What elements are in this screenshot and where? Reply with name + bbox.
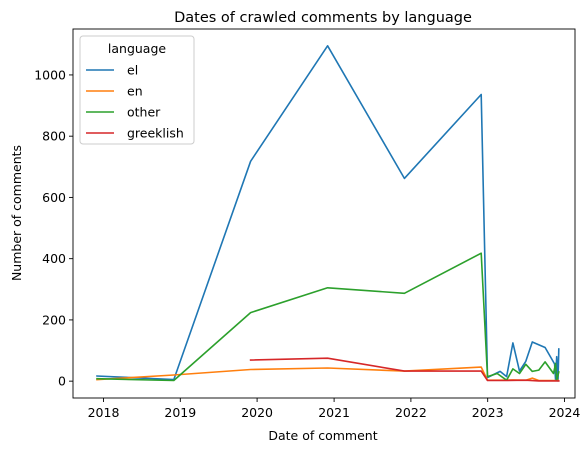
x-tick-label: 2023 <box>472 405 504 420</box>
series-layer <box>96 45 560 382</box>
y-axis: 0 200 400 600 800 1000 <box>34 67 73 389</box>
x-tick-label: 2018 <box>88 405 120 420</box>
x-tick-label: 2020 <box>241 405 273 420</box>
legend: language el en other greeklish <box>79 35 195 145</box>
y-tick-label: 800 <box>42 129 66 144</box>
series-line-greeklish <box>249 357 560 382</box>
y-tick-label: 1000 <box>34 67 66 82</box>
x-tick-label: 2019 <box>164 405 196 420</box>
x-axis: 2018 2019 2020 2021 2022 2023 2024 <box>88 398 581 420</box>
y-tick-label: 600 <box>42 190 66 205</box>
y-tick-label: 200 <box>42 312 66 327</box>
plot-frame <box>72 28 576 399</box>
series-line-other <box>96 252 560 382</box>
chart-title: Dates of crawled comments by language <box>174 10 472 26</box>
x-tick-label: 2022 <box>395 405 427 420</box>
legend-items: el en other greeklish <box>86 63 184 141</box>
legend-label-greeklish: greeklish <box>127 126 184 141</box>
legend-label-other: other <box>127 105 161 120</box>
x-tick-label: 2021 <box>318 405 350 420</box>
legend-label-en: en <box>127 84 143 99</box>
y-tick-label: 0 <box>58 374 66 389</box>
legend-title: language <box>108 41 167 56</box>
y-tick-label: 400 <box>42 251 66 266</box>
x-tick-label: 2024 <box>549 405 581 420</box>
x-axis-label: Date of comment <box>268 428 377 443</box>
legend-box <box>79 35 195 145</box>
y-axis-label: Number of comments <box>9 145 24 281</box>
legend-label-el: el <box>127 63 138 78</box>
